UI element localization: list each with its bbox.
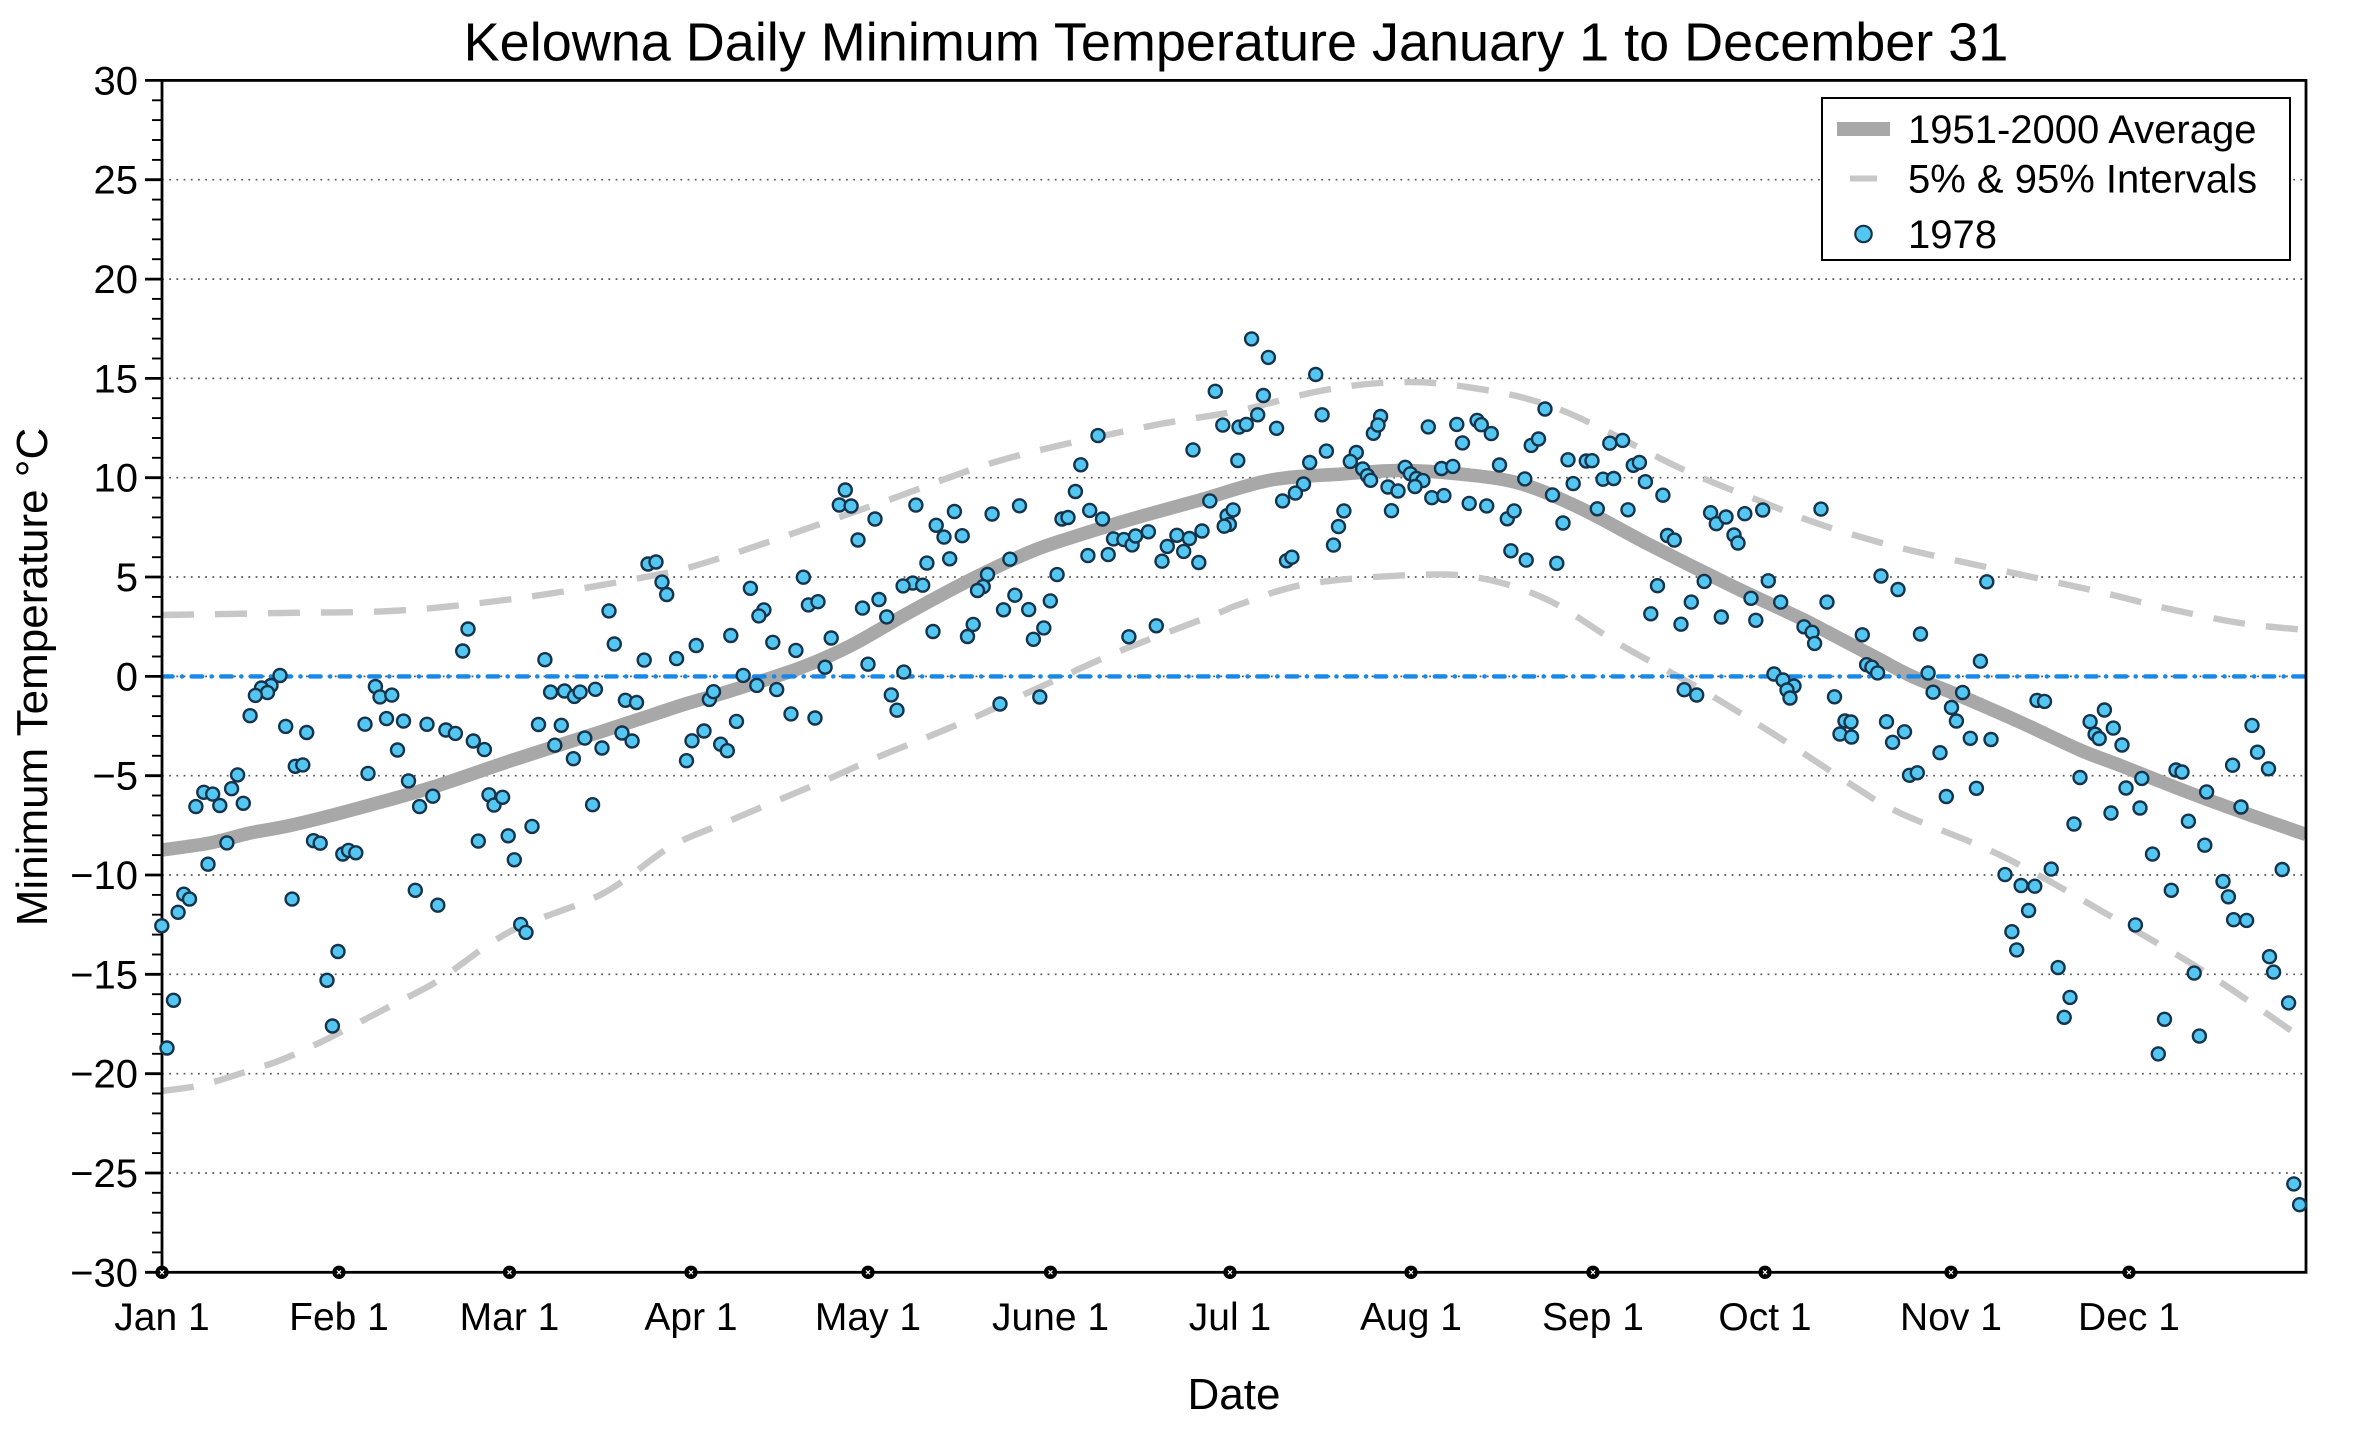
svg-text:−10: −10 xyxy=(70,854,138,898)
svg-text:Dec 1: Dec 1 xyxy=(2078,1296,2180,1339)
svg-text:15: 15 xyxy=(94,357,139,401)
svg-text:20: 20 xyxy=(94,258,139,302)
svg-text:Oct 1: Oct 1 xyxy=(1718,1296,1811,1339)
svg-text:June 1: June 1 xyxy=(992,1296,1109,1339)
svg-text:0: 0 xyxy=(116,655,138,699)
svg-text:Feb 1: Feb 1 xyxy=(289,1296,389,1339)
svg-text:−15: −15 xyxy=(70,953,138,997)
svg-text:Jul 1: Jul 1 xyxy=(1189,1296,1271,1339)
svg-text:Kelowna Daily Minimum Temperat: Kelowna Daily Minimum Temperature Januar… xyxy=(464,13,2009,73)
svg-text:Nov 1: Nov 1 xyxy=(1900,1296,2002,1339)
svg-text:Mar 1: Mar 1 xyxy=(460,1296,560,1339)
svg-text:Sep 1: Sep 1 xyxy=(1542,1296,1644,1339)
svg-text:Minimum Temperature °C: Minimum Temperature °C xyxy=(8,428,57,926)
svg-text:Jan 1: Jan 1 xyxy=(114,1296,209,1339)
svg-text:5: 5 xyxy=(116,556,138,600)
svg-text:Apr 1: Apr 1 xyxy=(644,1296,737,1339)
svg-text:5% & 95% Intervals: 5% & 95% Intervals xyxy=(1908,158,2257,202)
svg-text:25: 25 xyxy=(94,159,139,203)
svg-text:Aug 1: Aug 1 xyxy=(1360,1296,1462,1339)
svg-text:10: 10 xyxy=(94,457,139,501)
svg-text:30: 30 xyxy=(94,59,139,103)
svg-text:May 1: May 1 xyxy=(815,1296,921,1339)
svg-text:−25: −25 xyxy=(70,1152,138,1196)
svg-text:−20: −20 xyxy=(70,1053,138,1097)
svg-text:Date: Date xyxy=(1188,1370,1281,1419)
svg-text:−30: −30 xyxy=(70,1251,138,1295)
svg-text:1978: 1978 xyxy=(1908,213,1997,257)
svg-text:−5: −5 xyxy=(92,755,138,799)
svg-text:1951-2000 Average: 1951-2000 Average xyxy=(1908,108,2256,152)
